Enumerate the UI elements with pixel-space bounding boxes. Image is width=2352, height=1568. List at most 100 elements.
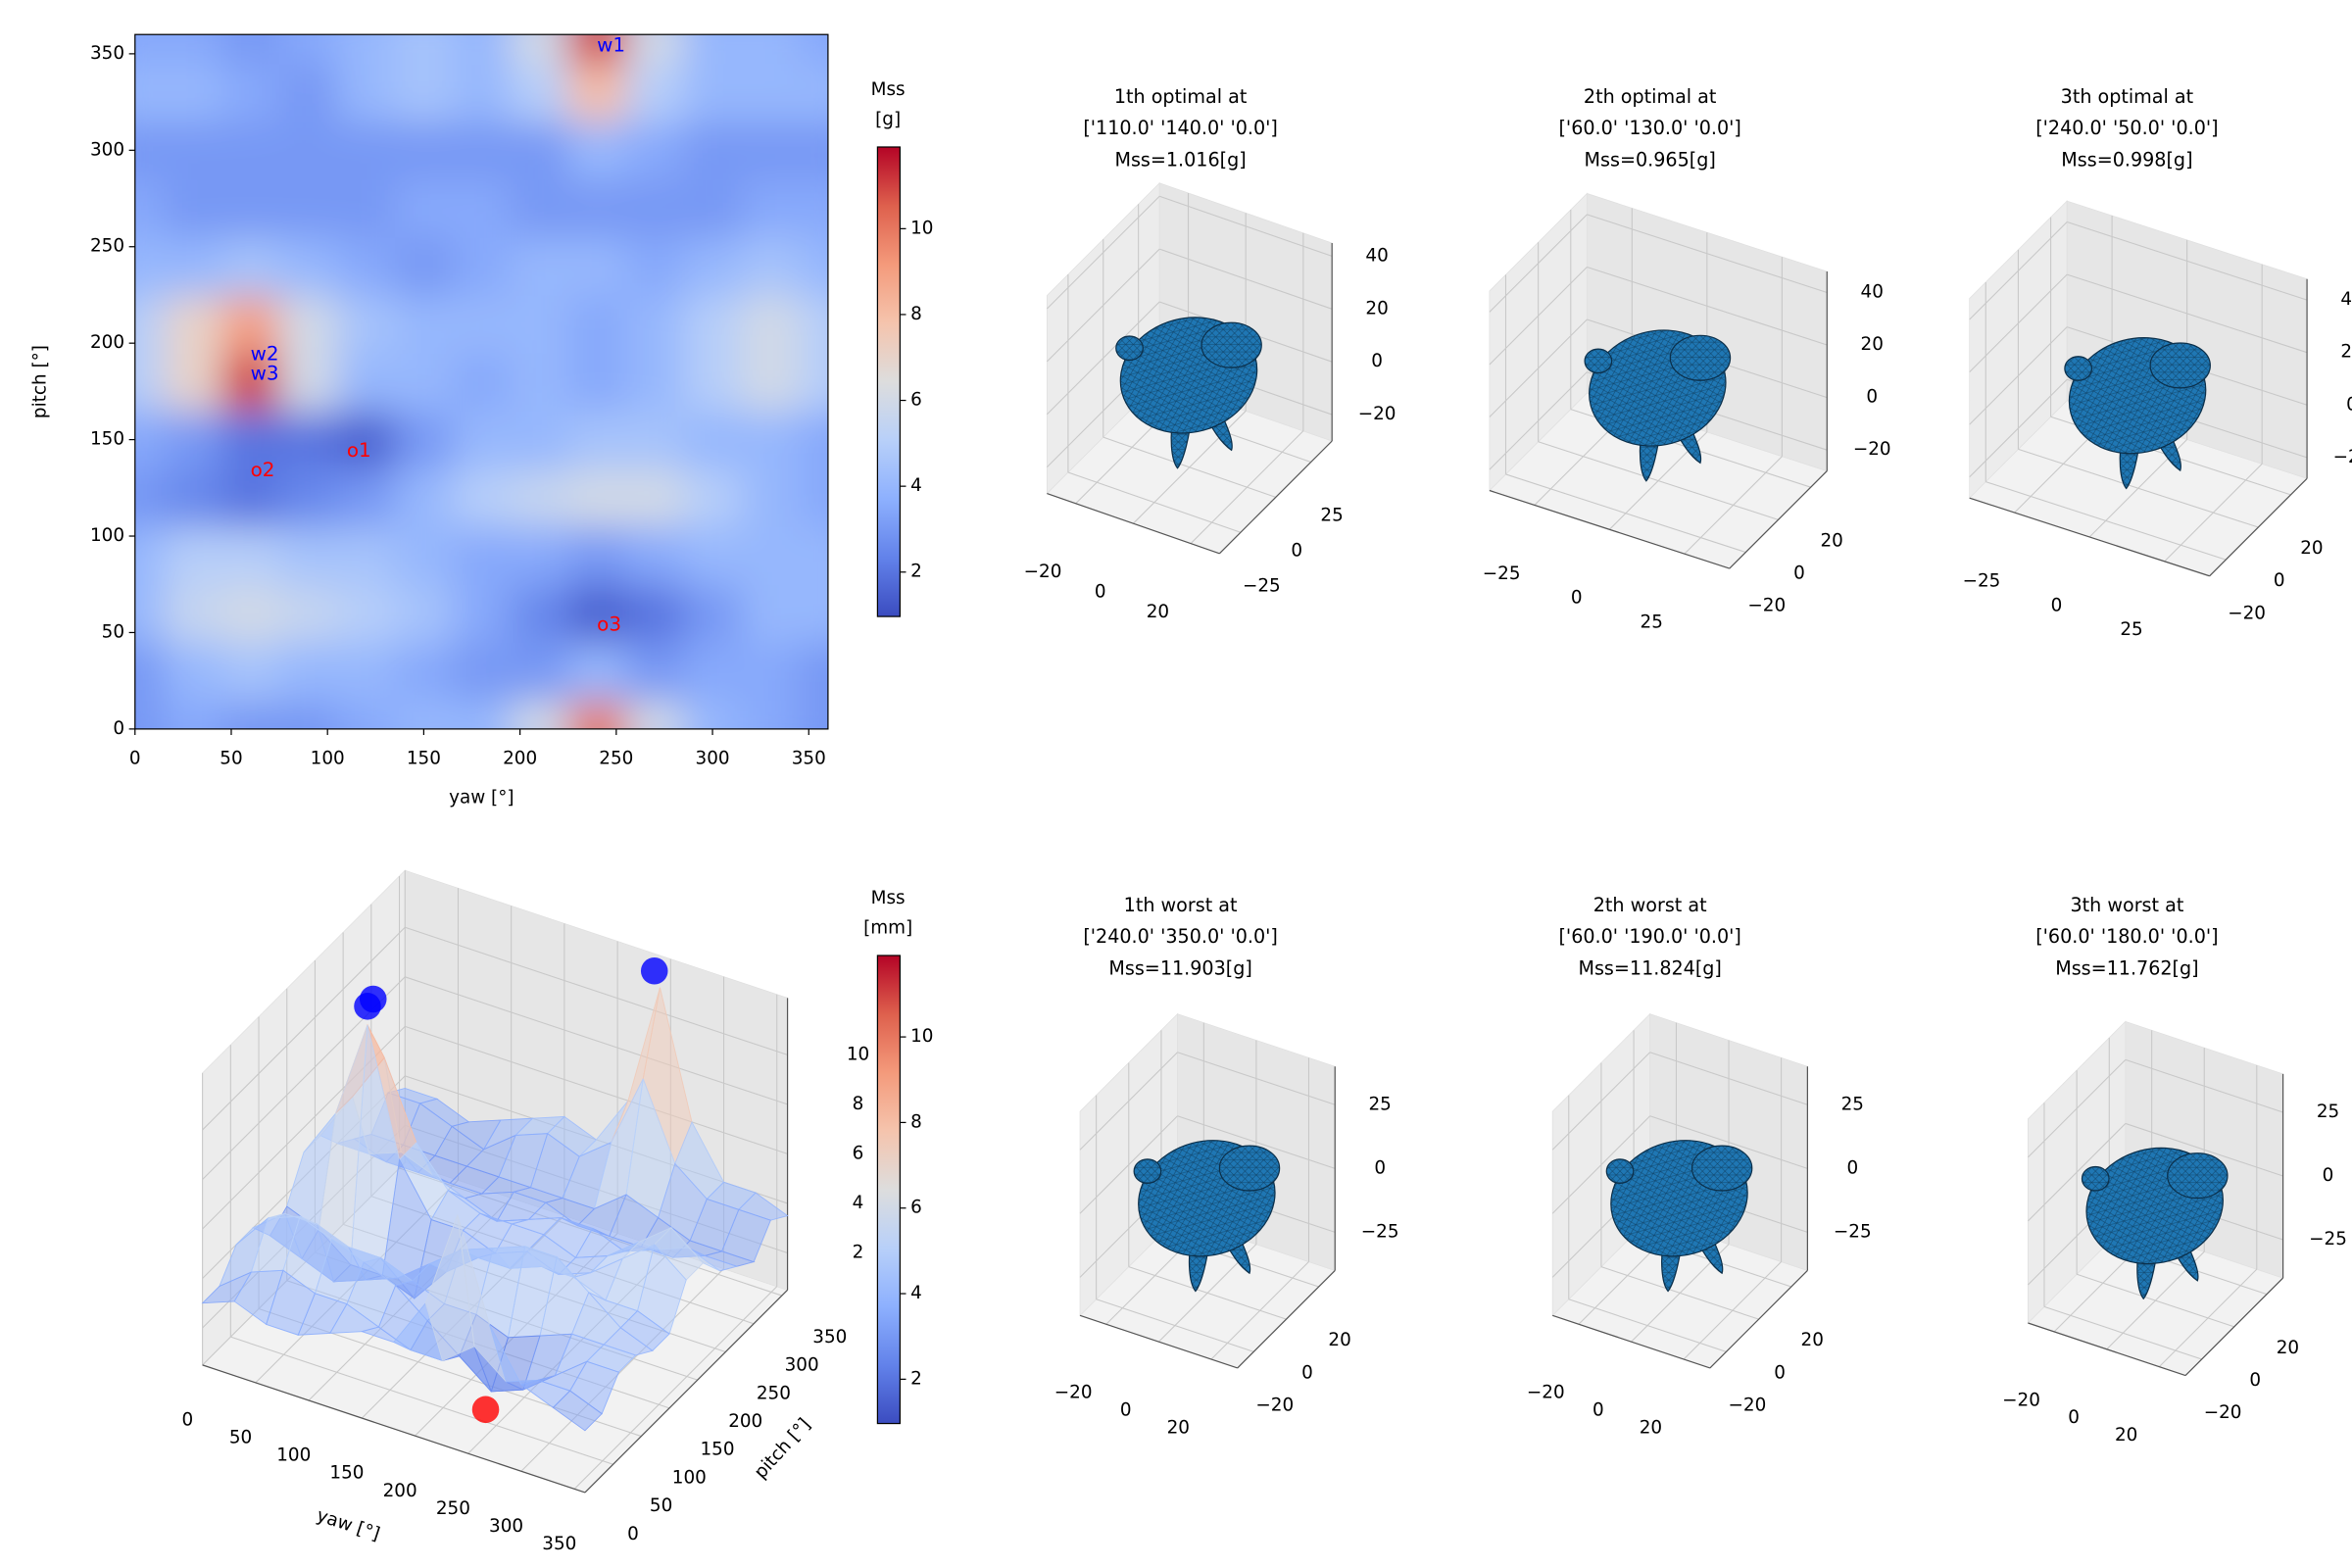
contour-cell	[221, 642, 280, 702]
contour-cell	[452, 178, 512, 238]
contour-cell	[394, 353, 454, 412]
contour-cell	[741, 526, 801, 586]
mesh-head	[2167, 1152, 2229, 1200]
contour-cell	[452, 353, 512, 412]
contour-cell	[279, 353, 338, 412]
y-tick-label: 0	[1301, 1362, 1313, 1383]
x-tick-label: 200	[383, 1481, 417, 1501]
contour-cell	[337, 642, 396, 702]
contour-cell	[799, 411, 828, 469]
mesh-head	[1200, 321, 1262, 368]
subplot-title: ['240.0' '50.0' '0.0']	[2035, 117, 2218, 139]
z-tick-label: 20	[2340, 342, 2352, 363]
subplot-title: ['60.0' '190.0' '0.0']	[1558, 925, 1740, 948]
contour-cell	[221, 34, 280, 65]
z-tick-label: −25	[1834, 1221, 1872, 1242]
colorbar-tick-label: 2	[910, 562, 922, 582]
contour-cell	[510, 353, 569, 412]
y-tick-label: 20	[2277, 1338, 2299, 1358]
z-tick-label: −20	[2333, 447, 2352, 467]
contour-cell	[279, 178, 338, 238]
marker	[354, 993, 381, 1020]
y-tick-label: 100	[90, 525, 124, 546]
grid-line	[1551, 1115, 1651, 1214]
contour-cell	[567, 584, 627, 644]
mesh-object	[1605, 1140, 1753, 1293]
x-tick-label: 200	[503, 748, 537, 768]
z-tick-label: 2	[853, 1242, 864, 1262]
contour-cell	[394, 526, 454, 586]
grid-line	[202, 926, 406, 1131]
grid-line	[1046, 195, 1160, 310]
contour-cell	[567, 236, 627, 296]
contour-cell	[625, 236, 685, 296]
contour-cell	[799, 642, 828, 702]
axis-line	[1729, 470, 1828, 569]
y-tick-label: −20	[2228, 603, 2266, 623]
y-tick-label: 200	[728, 1411, 762, 1432]
z-tick-label: 0	[2323, 1165, 2334, 1186]
y-tick-label: 0	[627, 1524, 639, 1544]
contour-cell	[741, 294, 801, 354]
z-tick-label: 8	[853, 1094, 864, 1114]
contour-cell	[164, 700, 222, 729]
colorbar-tick-label: 4	[910, 1283, 922, 1303]
contour-cell	[134, 178, 165, 238]
y-tick-label: 0	[1774, 1362, 1786, 1383]
contour-cell	[221, 178, 280, 238]
colorbar-tick-label: 4	[910, 475, 922, 496]
contour-cell	[799, 584, 828, 644]
contour-cell	[394, 411, 454, 469]
annotation: w1	[597, 34, 625, 57]
contour-cell	[799, 178, 828, 238]
z-tick-label: 25	[1841, 1094, 1864, 1114]
contour-cell	[625, 411, 685, 469]
z-tick-label: 0	[1846, 1157, 1858, 1178]
contour-fill	[134, 34, 828, 729]
x-tick-label: 50	[220, 748, 242, 768]
grid-line	[405, 926, 788, 1055]
contour-cell	[567, 353, 627, 412]
annotation: w3	[251, 362, 279, 384]
contour-cell	[221, 526, 280, 586]
y-tick-label: 250	[757, 1383, 791, 1403]
contour-cell	[799, 121, 828, 180]
y-tick-label: 25	[1320, 506, 1343, 526]
x-tick-label: 350	[542, 1534, 576, 1554]
contour-cell	[683, 642, 743, 702]
contour-cell	[394, 178, 454, 238]
contour-cell	[279, 468, 338, 527]
contour-cell	[134, 642, 165, 702]
y-tick-label: 200	[90, 332, 124, 353]
z-tick-label: 25	[1368, 1094, 1391, 1114]
contour-cell	[799, 468, 828, 527]
grid-line	[1969, 273, 2068, 372]
mesh-head	[1218, 1145, 1281, 1192]
x-tick-label: 100	[276, 1446, 311, 1466]
contour-cell	[683, 468, 743, 527]
y-tick-label: 100	[672, 1467, 707, 1488]
contour-cell	[164, 642, 222, 702]
contour-cell	[279, 411, 338, 469]
y-tick-label: −25	[1243, 575, 1281, 596]
grid-line	[1489, 371, 1588, 470]
grid-line	[405, 976, 788, 1105]
contour-cell	[567, 34, 627, 65]
contour-cell	[279, 700, 338, 729]
grid-line	[1079, 1115, 1178, 1214]
grid-line	[1046, 248, 1160, 363]
x-tick-label: 350	[792, 748, 826, 768]
contour-cell	[510, 411, 569, 469]
y-tick-label: 250	[90, 236, 124, 257]
x-tick-label: 300	[489, 1516, 523, 1537]
grid-line	[1985, 481, 2227, 561]
grid-line	[1649, 1052, 1808, 1105]
contour-cell	[683, 236, 743, 296]
contour-cell	[452, 411, 512, 469]
grid-line	[1587, 266, 1828, 346]
contour-cell	[799, 236, 828, 296]
contour-cell	[279, 294, 338, 354]
contour-cell	[510, 526, 569, 586]
grid-line	[1551, 1052, 1651, 1151]
axis-line	[1969, 497, 2210, 577]
